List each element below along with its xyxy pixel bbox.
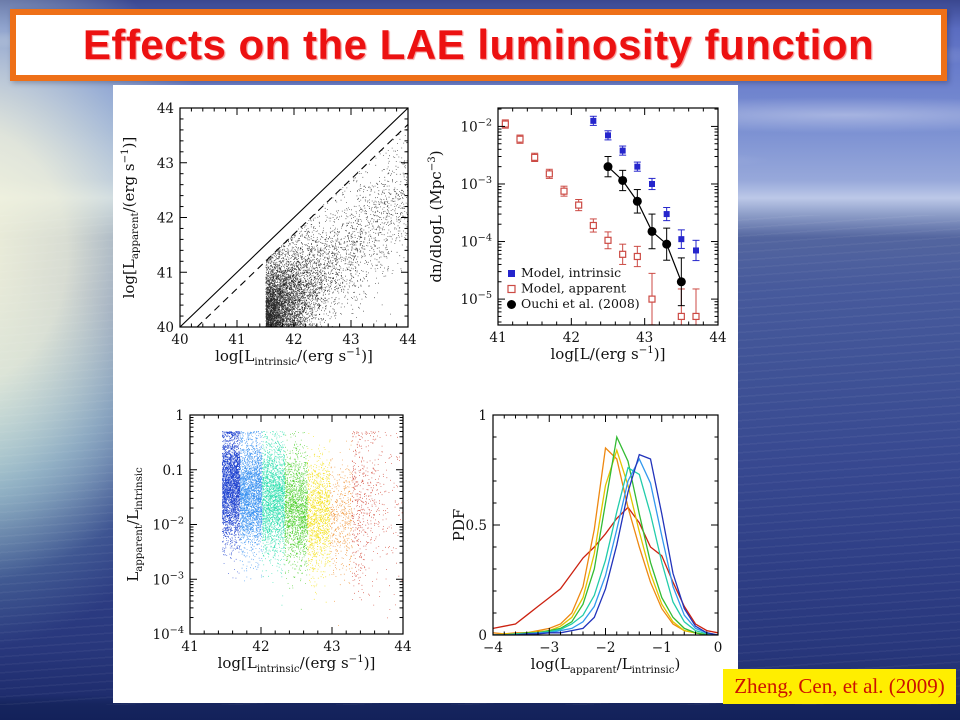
scatter-band xyxy=(222,431,241,579)
marker-filled-circle xyxy=(676,277,686,287)
svg-text:Lapparent/Lintrinsic: Lapparent/Lintrinsic xyxy=(124,467,145,582)
marker-open-square xyxy=(619,250,627,258)
legend-label: Model, apparent xyxy=(521,281,626,296)
one-to-one-line xyxy=(180,108,408,327)
scatter-band xyxy=(351,431,403,619)
marker-filled-circle xyxy=(662,239,672,249)
marker-open-square xyxy=(575,201,583,209)
ratio-vs-intrinsic-scatter: 41 42 43 44 1 0.1 10−2 10−3 10−4 log[Lintrinsic/(… xyxy=(124,408,412,675)
svg-text:41: 41 xyxy=(228,332,245,348)
curve-navy xyxy=(493,453,718,635)
svg-text:log[L/(erg s−1)]: log[L/(erg s−1)] xyxy=(550,345,665,363)
svg-text:41: 41 xyxy=(489,330,506,346)
svg-text:43: 43 xyxy=(323,639,340,655)
scatter-band xyxy=(329,440,353,626)
svg-text:0: 0 xyxy=(478,628,487,644)
svg-text:44: 44 xyxy=(399,332,416,348)
marker-filled-square xyxy=(663,211,670,218)
citation-badge: Zheng, Cen, et al. (2009) xyxy=(723,669,956,704)
svg-text:10−3: 10−3 xyxy=(152,570,184,588)
marker-filled-circle xyxy=(618,175,628,185)
slide-title: Effects on the LAE luminosity function xyxy=(82,21,875,68)
luminosity-function: 41 42 43 44 10−2 10−3 10−4 10−5 log[L/(erg s−1)]… xyxy=(427,107,727,363)
svg-text:40: 40 xyxy=(157,320,174,336)
marker-open-square xyxy=(692,312,700,321)
svg-text:log[Lintrinsic/(erg s−1)]: log[Lintrinsic/(erg s−1)] xyxy=(218,654,376,675)
svg-text:42: 42 xyxy=(252,639,269,655)
marker-filled-square xyxy=(693,247,699,254)
svg-text:44: 44 xyxy=(157,101,174,117)
curve-teal xyxy=(493,466,718,635)
svg-text:10−4: 10−4 xyxy=(152,625,184,643)
marker-open-square xyxy=(501,120,509,128)
svg-text:log[Lapparent/(erg s−1)]: log[Lapparent/(erg s−1)] xyxy=(120,137,141,299)
marker-open-square xyxy=(633,252,641,261)
svg-text:42: 42 xyxy=(157,211,174,227)
marker-filled-circle xyxy=(632,196,642,206)
svg-text:0.1: 0.1 xyxy=(163,463,184,479)
scatter-points xyxy=(265,129,408,327)
curve-green xyxy=(493,434,718,635)
svg-text:dn/dlogL (Mpc−3): dn/dlogL (Mpc−3) xyxy=(427,150,445,282)
marker-filled-square xyxy=(649,180,655,187)
marker-open-square xyxy=(677,312,685,321)
title-banner: Effects on the LAE luminosity function xyxy=(10,9,947,81)
axes-box xyxy=(189,414,404,635)
apparent-vs-intrinsic-scatter: 40 41 42 43 44 40 41 42 43 44 log[Lintrinsic/(erg … xyxy=(120,101,417,368)
marker-open-square xyxy=(560,187,568,195)
ratio-pdf: −4 −3 −2 −1 0 0 0.5 1 log(Lapparent/Lintrinsic) P… xyxy=(450,408,722,676)
svg-text:43: 43 xyxy=(157,156,174,172)
scatter-band xyxy=(284,431,308,610)
svg-text:41: 41 xyxy=(157,265,174,281)
svg-text:10−3: 10−3 xyxy=(460,175,492,193)
svg-text:−2: −2 xyxy=(596,640,616,656)
svg-text:43: 43 xyxy=(636,330,653,346)
marker-filled-square xyxy=(619,147,626,154)
svg-text:42: 42 xyxy=(563,330,580,346)
scatter-band xyxy=(239,431,263,582)
svg-text:log[Lintrinsic/(erg s−1)]: log[Lintrinsic/(erg s−1)] xyxy=(215,347,373,368)
marker-filled-square xyxy=(605,132,611,139)
svg-text:log(Lapparent/Lintrinsic): log(Lapparent/Lintrinsic) xyxy=(531,655,681,676)
marker-filled-circle xyxy=(647,226,657,236)
svg-text:10−2: 10−2 xyxy=(460,117,492,135)
svg-text:−4: −4 xyxy=(483,640,503,656)
svg-text:10−5: 10−5 xyxy=(460,290,492,308)
svg-text:−3: −3 xyxy=(539,640,559,656)
svg-text:−1: −1 xyxy=(652,640,672,656)
marker-open-square xyxy=(604,236,612,244)
figure-panel: 40 41 42 43 44 40 41 42 43 44 log[Lintrinsic/(erg … xyxy=(113,85,738,703)
plots-svg: 40 41 42 43 44 40 41 42 43 44 log[Lintrinsic/(erg … xyxy=(120,101,727,676)
svg-text:1: 1 xyxy=(478,408,487,424)
citation-text: Zheng, Cen, et al. (2009) xyxy=(734,674,945,698)
svg-text:41: 41 xyxy=(181,639,198,655)
marker-open-square xyxy=(516,135,524,143)
legend-label: Model, intrinsic xyxy=(521,265,621,280)
svg-text:0.5: 0.5 xyxy=(466,518,487,534)
svg-text:PDF: PDF xyxy=(450,509,468,542)
scatter-band xyxy=(261,431,286,606)
marker-open-square xyxy=(589,221,597,230)
marker-filled-square xyxy=(634,163,641,170)
marker-open-square xyxy=(648,295,656,303)
svg-text:43: 43 xyxy=(342,332,359,348)
svg-text:42: 42 xyxy=(285,332,302,348)
marker-open-square xyxy=(545,170,553,178)
svg-text:1: 1 xyxy=(175,408,184,424)
legend-label: Ouchi et al. (2008) xyxy=(521,296,640,311)
svg-text:0: 0 xyxy=(714,640,723,656)
offset-dashed-line xyxy=(196,124,408,327)
marker-filled-square xyxy=(590,117,597,124)
marker-filled-square xyxy=(678,236,685,243)
svg-text:44: 44 xyxy=(709,330,726,346)
marker-filled-circle xyxy=(603,162,613,172)
marker-open-square xyxy=(531,153,539,161)
svg-text:10−2: 10−2 xyxy=(152,516,184,534)
scatter-band xyxy=(307,433,331,603)
svg-text:10−4: 10−4 xyxy=(460,233,492,251)
svg-text:40: 40 xyxy=(171,332,188,348)
axes-box xyxy=(497,107,719,326)
svg-text:44: 44 xyxy=(394,639,411,655)
